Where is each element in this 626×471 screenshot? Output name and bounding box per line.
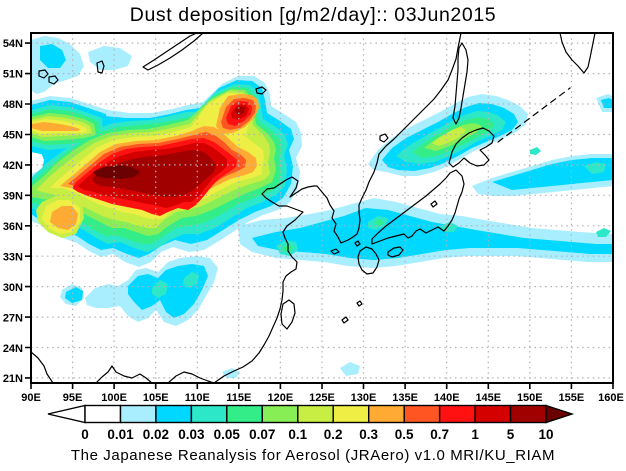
lat-tick-label: 24N	[3, 343, 23, 355]
lon-tick-label: 125E	[309, 392, 335, 404]
colorbar-tick-label: 5	[507, 427, 515, 442]
colorbar-box	[438, 404, 476, 424]
colorbar: 0 0.01 0.02 0.03 0.05 0.07 0.1 0.2 0.3 0…	[47, 404, 575, 442]
lon-tick-label: 150E	[517, 392, 543, 404]
lon-tick-label: 115E	[226, 392, 251, 404]
colorbar-tick-label: 0.3	[359, 427, 378, 442]
colorbar-box	[403, 404, 441, 424]
colorbar-tick-label: 0.02	[143, 427, 169, 442]
colorbar-tick-label: 0.2	[324, 427, 343, 442]
lat-tick-label: 36N	[3, 221, 23, 233]
kuril-islands	[497, 87, 571, 143]
colorbar-underflow-arrow	[47, 404, 86, 424]
lat-tick-label: 39N	[3, 191, 23, 203]
lat-tick-label: 30N	[3, 282, 23, 294]
colorbar-tick-label: 0.01	[107, 427, 134, 442]
small-islands	[330, 200, 438, 324]
lon-tick-label: 105E	[143, 392, 169, 404]
colorbar-tick-label: 1	[471, 427, 479, 442]
colorbar-tick-label: 0.1	[288, 427, 307, 442]
colorbar-box	[474, 404, 512, 424]
colorbar-box	[368, 404, 405, 424]
lat-axis-labels: 54N 51N 48N 45N 42N 39N 36N 33N 30N 27N …	[3, 38, 23, 385]
hokkaido-coast	[448, 127, 495, 168]
lat-tick-label: 45N	[3, 130, 23, 142]
kamchatka-coast	[559, 33, 596, 74]
contour-level-over-10	[93, 165, 140, 179]
colorbar-box	[332, 404, 370, 424]
lat-tick-label: 21N	[3, 373, 23, 385]
colorbar-tick-label: 0.5	[395, 427, 414, 442]
colorbar-tick-label: 10	[538, 427, 553, 442]
lat-tick-label: 42N	[3, 160, 23, 172]
taiwan-coast	[280, 299, 296, 330]
honshu-coast	[371, 169, 465, 245]
colorbar-box	[226, 404, 264, 424]
colorbar-box	[509, 404, 547, 424]
colorbar-tick-label: 0.07	[249, 427, 275, 442]
colorbar-box	[261, 404, 299, 424]
lat-tick-label: 54N	[3, 38, 23, 50]
lon-tick-label: 110E	[185, 392, 210, 404]
colorbar-tick-label: 0	[81, 427, 89, 442]
colorbar-box	[190, 404, 228, 424]
small-lakes	[38, 60, 389, 143]
colorbar-box	[119, 404, 157, 424]
lon-axis-ticks	[30, 383, 614, 389]
contour-level-5	[92, 106, 245, 197]
caption: The Japanese Reanalysis for Aerosol (JRA…	[71, 447, 555, 464]
lat-tick-label: 33N	[3, 252, 23, 264]
lon-tick-label: 160E	[598, 392, 624, 404]
lat-tick-label: 51N	[3, 69, 23, 81]
lat-tick-label: 27N	[3, 313, 23, 325]
shikoku-coast	[387, 246, 404, 258]
colorbar-tick-label: 0.7	[430, 427, 449, 442]
colorbar-box	[84, 404, 122, 424]
colorbar-tick-label: 0.03	[178, 427, 205, 442]
colorbar-box	[297, 404, 334, 424]
lon-tick-label: 155E	[559, 392, 585, 404]
colorbar-overflow-arrow	[545, 404, 575, 424]
asia-mainland-coast	[31, 33, 462, 383]
lake-baikal	[142, 33, 204, 71]
gridlines	[31, 33, 613, 383]
kyushu-coast	[357, 246, 380, 275]
lat-tick-label: 48N	[3, 99, 23, 111]
lon-tick-label: 130E	[351, 392, 377, 404]
lon-tick-label: 140E	[434, 392, 460, 404]
lon-tick-label: 145E	[475, 392, 501, 404]
lon-tick-label: 95E	[63, 392, 83, 404]
coastlines	[31, 33, 596, 383]
lon-tick-label: 120E	[268, 392, 294, 404]
sakhalin-coast	[452, 42, 469, 125]
lat-axis-ticks	[25, 42, 31, 379]
lon-tick-label: 135E	[392, 392, 418, 404]
colorbar-tick-label: 0.05	[214, 427, 241, 442]
colorbar-labels: 0 0.01 0.02 0.03 0.05 0.07 0.1 0.2 0.3 0…	[81, 427, 553, 442]
lon-tick-label: 90E	[21, 392, 41, 404]
map: 54N 51N 48N 45N 42N 39N 36N 33N 30N 27N …	[3, 32, 624, 404]
colorbar-box	[155, 404, 193, 424]
lon-tick-label: 100E	[101, 392, 127, 404]
page-title: Dust deposition [g/m2/day]:: 03Jun2015	[130, 4, 496, 26]
lon-axis-labels: 90E 95E 100E 105E 110E 115E 120E 125E 13…	[21, 392, 624, 404]
